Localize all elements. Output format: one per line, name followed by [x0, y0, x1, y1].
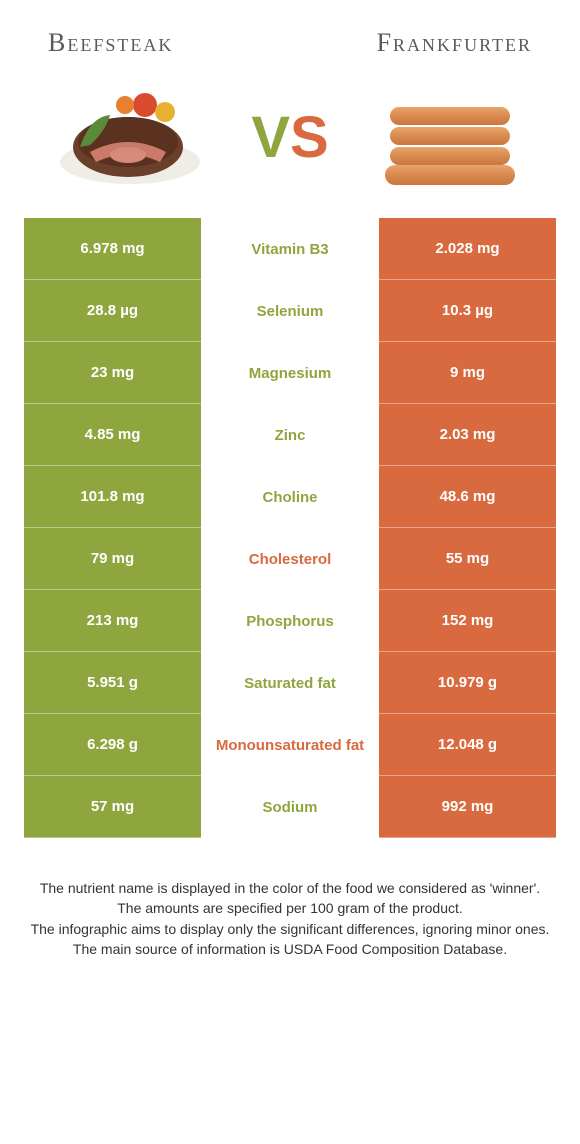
value-right: 48.6 mg: [379, 466, 556, 528]
nutrient-name: Phosphorus: [201, 590, 379, 652]
value-left: 6.298 g: [24, 714, 201, 776]
vs-label: VS: [251, 104, 328, 171]
comparison-table: 6.978 mgVitamin B32.028 mg28.8 µgSeleniu…: [24, 218, 556, 838]
value-right: 12.048 g: [379, 714, 556, 776]
value-right: 2.028 mg: [379, 218, 556, 280]
table-body: 6.978 mgVitamin B32.028 mg28.8 µgSeleniu…: [24, 218, 556, 838]
value-right: 10.3 µg: [379, 280, 556, 342]
nutrient-name: Choline: [201, 466, 379, 528]
value-left: 57 mg: [24, 776, 201, 838]
food2-image: [370, 77, 530, 197]
nutrient-name: Zinc: [201, 404, 379, 466]
food1-title: Beefsteak: [48, 28, 173, 58]
value-left: 5.951 g: [24, 652, 201, 714]
value-right: 2.03 mg: [379, 404, 556, 466]
value-left: 79 mg: [24, 528, 201, 590]
value-right: 9 mg: [379, 342, 556, 404]
value-left: 4.85 mg: [24, 404, 201, 466]
nutrient-name: Saturated fat: [201, 652, 379, 714]
nutrient-name: Magnesium: [201, 342, 379, 404]
nutrient-name: Sodium: [201, 776, 379, 838]
table-row: 79 mgCholesterol55 mg: [24, 528, 556, 590]
vs-s: S: [290, 105, 329, 170]
food1-image: [50, 77, 210, 197]
table-row: 101.8 mgCholine48.6 mg: [24, 466, 556, 528]
nutrient-name: Selenium: [201, 280, 379, 342]
nutrient-name: Monounsaturated fat: [201, 714, 379, 776]
value-left: 101.8 mg: [24, 466, 201, 528]
table-row: 28.8 µgSelenium10.3 µg: [24, 280, 556, 342]
footer-line-4: The main source of information is USDA F…: [30, 939, 550, 959]
value-right: 10.979 g: [379, 652, 556, 714]
footer-line-1: The nutrient name is displayed in the co…: [30, 878, 550, 898]
footer-notes: The nutrient name is displayed in the co…: [0, 838, 580, 959]
food2-title: Frankfurter: [377, 28, 532, 58]
header: Beefsteak Frankfurter: [0, 0, 580, 68]
value-right: 992 mg: [379, 776, 556, 838]
footer-line-2: The amounts are specified per 100 gram o…: [30, 898, 550, 918]
table-row: 213 mgPhosphorus152 mg: [24, 590, 556, 652]
table-row: 23 mgMagnesium9 mg: [24, 342, 556, 404]
value-left: 213 mg: [24, 590, 201, 652]
value-left: 28.8 µg: [24, 280, 201, 342]
value-left: 6.978 mg: [24, 218, 201, 280]
table-row: 57 mgSodium992 mg: [24, 776, 556, 838]
table-row: 5.951 gSaturated fat10.979 g: [24, 652, 556, 714]
table-row: 4.85 mgZinc2.03 mg: [24, 404, 556, 466]
nutrient-name: Cholesterol: [201, 528, 379, 590]
value-left: 23 mg: [24, 342, 201, 404]
vs-v: V: [251, 105, 290, 170]
nutrient-name: Vitamin B3: [201, 218, 379, 280]
table-row: 6.978 mgVitamin B32.028 mg: [24, 218, 556, 280]
value-right: 152 mg: [379, 590, 556, 652]
table-row: 6.298 gMonounsaturated fat12.048 g: [24, 714, 556, 776]
footer-line-3: The infographic aims to display only the…: [30, 919, 550, 939]
value-right: 55 mg: [379, 528, 556, 590]
hero-row: VS: [0, 68, 580, 218]
